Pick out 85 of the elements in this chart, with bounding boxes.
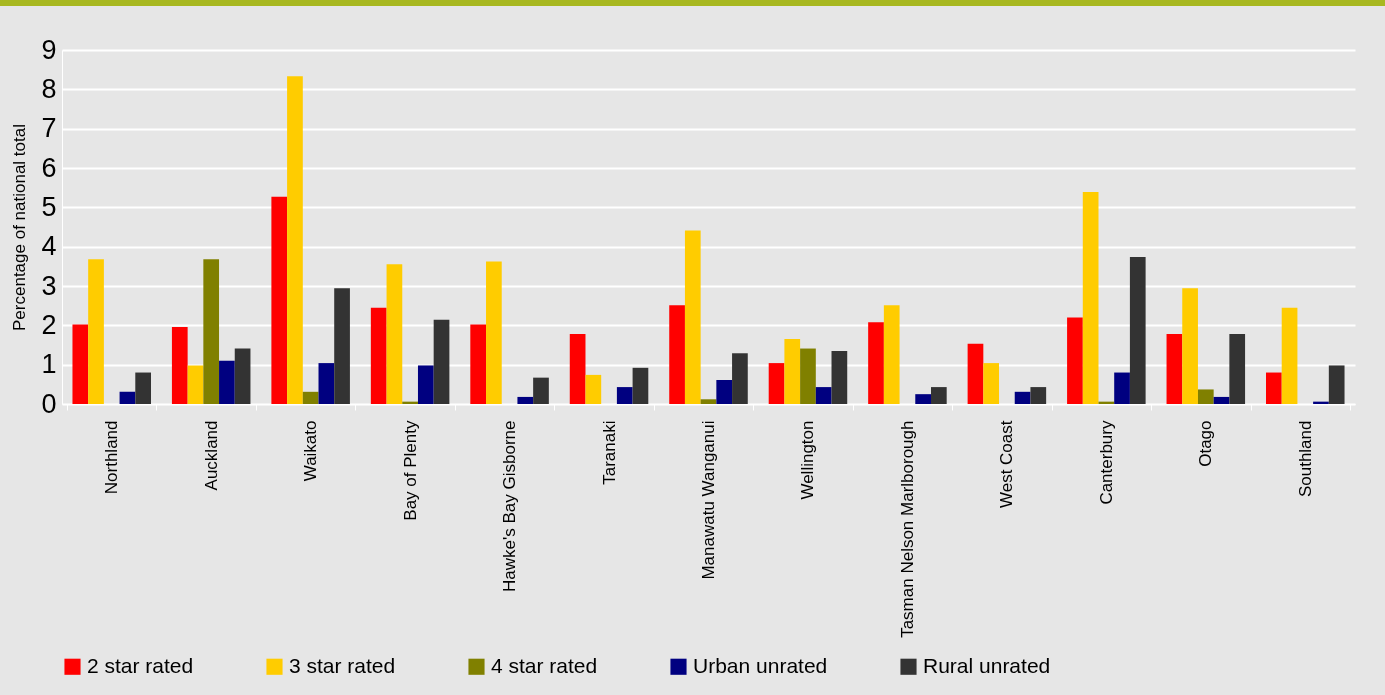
bar [1082,191,1099,404]
y-tick-label: 1 [41,349,57,380]
bar [1182,288,1198,404]
bar [967,343,984,404]
legend-label: Urban unrated [693,653,828,677]
bar [569,333,586,404]
x-tick-label: Manawatu Wanganui [699,420,718,580]
bar [171,326,188,404]
x-tick-label: Wellington [798,420,818,500]
bar [386,264,403,404]
legend-label: Rural unrated [923,653,1051,677]
bar [1067,317,1083,404]
legend-label: 2 star rated [87,653,194,677]
bar [831,350,848,404]
y-axis-title: Percentage of national total [10,124,30,331]
bar [302,391,319,404]
bar [883,305,900,404]
y-tick-label: 0 [41,388,57,419]
bar [318,363,335,404]
bar [119,391,136,404]
x-tick-label: Canterbury [1096,420,1116,505]
bar [585,374,602,404]
y-tick-label: 2 [41,309,57,340]
bar [1229,333,1246,404]
bar [370,307,387,404]
y-tick-label: 8 [41,73,57,104]
bar [684,230,701,404]
bar [517,396,534,404]
x-tick-label: Otago [1196,420,1216,467]
bar [234,348,251,404]
x-tick-label: Northland [102,420,122,495]
bar [915,394,931,404]
x-tick-label: Bay of Plenty [400,420,420,521]
bar [1328,365,1345,404]
bar [1197,389,1214,404]
bar [417,365,434,404]
bar [1213,396,1230,404]
bar [784,339,801,404]
y-tick-label: 3 [41,270,57,301]
y-tick-label: 5 [41,191,57,222]
x-tick-label: Taranaki [599,420,619,485]
bar [616,387,633,404]
bar [930,387,947,404]
bar [868,322,884,404]
y-tick-label: 9 [41,34,57,65]
bar [470,324,487,404]
x-tick-label: West Coast [997,420,1017,509]
bar [1014,391,1031,404]
bar [1166,333,1183,404]
bar [433,319,450,404]
bar [88,259,104,404]
bar [732,353,748,404]
bar [1030,387,1047,404]
bar [632,367,649,404]
bar [334,288,350,404]
bar [700,399,717,404]
x-tick-label: Tasman Nelson Marlborough [897,420,917,638]
y-tick-label: 4 [41,231,57,262]
legend-label: 4 star rated [491,653,598,677]
x-tick-label: Southland [1295,420,1315,498]
bar [219,360,235,404]
x-tick-label: Waikato [301,420,321,482]
bar [135,372,151,404]
legend-label: 3 star rated [289,653,396,677]
y-tick-label: 7 [41,113,57,144]
bar [1129,256,1146,404]
bar [187,365,204,404]
bar [1114,372,1130,404]
bar [287,76,303,404]
bar [983,363,1000,404]
bar [1281,307,1298,404]
bar [1266,372,1282,404]
y-tick-label: 6 [41,152,57,183]
x-tick-label: Hawke's Bay Gisborne [500,420,520,592]
bar [533,377,549,404]
bar [815,387,832,404]
bar [669,305,685,404]
bar [768,363,785,404]
bar [800,348,816,404]
bar [486,261,502,404]
x-tick-label: Auckland [201,420,221,491]
bar [271,196,288,404]
bar [716,380,733,404]
bar [72,324,89,404]
bar [203,259,220,404]
